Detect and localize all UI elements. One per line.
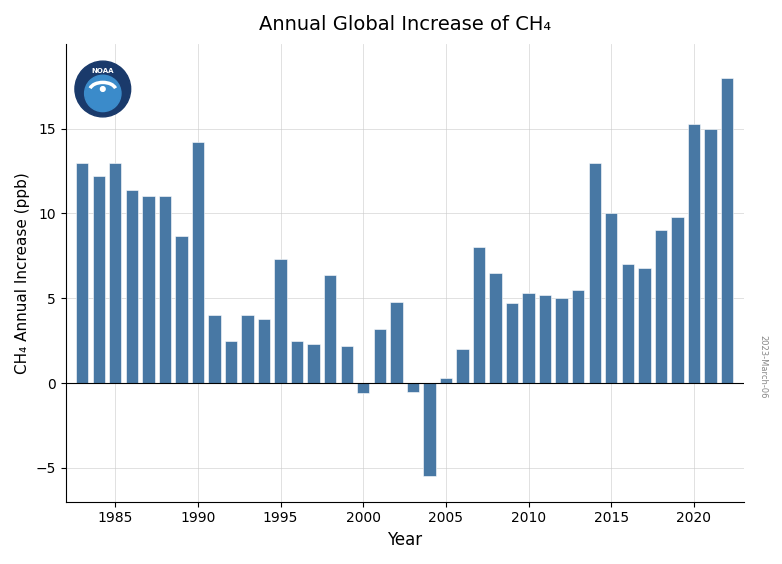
Circle shape [100,87,105,91]
Bar [589,162,601,383]
Bar [705,129,716,383]
Bar [192,142,204,383]
Bar [687,124,700,383]
Bar [423,383,436,476]
Bar [407,383,419,391]
Bar [490,273,502,383]
Title: Annual Global Increase of CH₄: Annual Global Increase of CH₄ [259,15,551,34]
Bar [439,378,452,383]
Bar [555,298,568,383]
X-axis label: Year: Year [387,531,422,549]
Bar [456,349,468,383]
Circle shape [84,75,121,112]
Bar [324,275,336,383]
Bar [572,290,584,383]
Bar [721,78,734,383]
Y-axis label: CH₄ Annual Increase (ppb): CH₄ Annual Increase (ppb) [15,172,30,374]
Bar [126,190,138,383]
Bar [159,196,171,383]
Bar [142,196,155,383]
Bar [473,248,485,383]
Bar [605,213,618,383]
Bar [622,265,634,383]
Bar [340,346,353,383]
Bar [671,217,683,383]
Bar [357,383,369,393]
Bar [522,293,535,383]
Bar [224,341,237,383]
Bar [175,236,188,383]
Bar [374,329,386,383]
Bar [307,344,320,383]
Bar [506,303,518,383]
Bar [92,176,105,383]
Bar [390,302,403,383]
Bar [258,319,271,383]
Bar [76,162,88,383]
Bar [109,162,121,383]
Bar [274,259,287,383]
Bar [638,268,651,383]
Bar [242,315,253,383]
Circle shape [75,61,131,117]
Bar [208,315,221,383]
Bar [291,341,303,383]
Bar [539,295,551,383]
Bar [655,231,667,383]
Text: 2023-March-06: 2023-March-06 [758,335,767,398]
Text: NOAA: NOAA [91,68,114,74]
